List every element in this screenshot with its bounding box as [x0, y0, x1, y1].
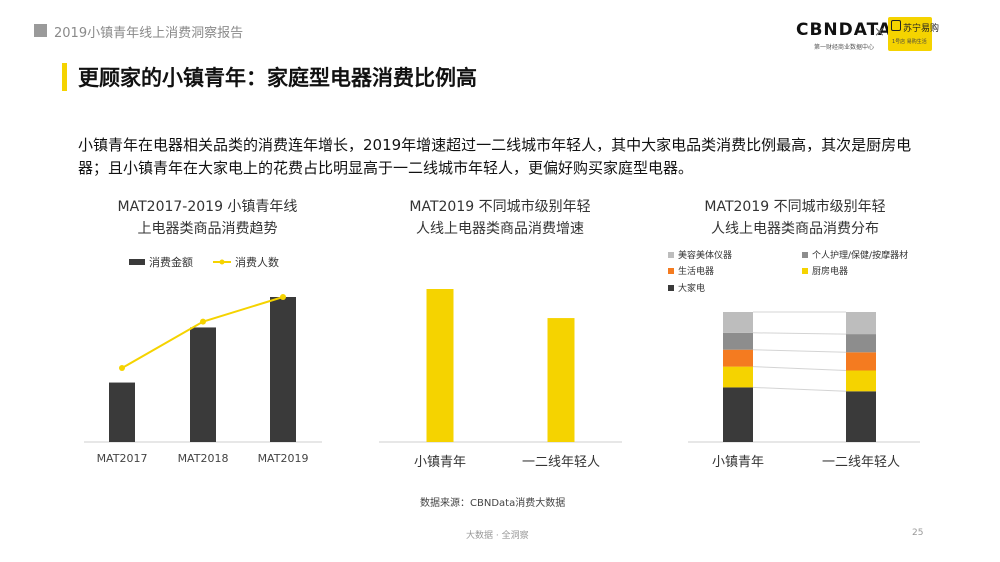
chart3-x-label-1: 小镇青年: [712, 455, 764, 470]
brand-logo: CBNDATA 第一财经商业数据中心: [796, 20, 892, 51]
chart1-x-label-1: MAT2017: [97, 452, 148, 465]
chart2-title-line2: 人线上电器类商品消费增速: [416, 221, 584, 237]
chart3-bar2-seg-1: [846, 391, 876, 442]
chart3-legend-swatch-5: [668, 285, 674, 291]
chart3-connector-3: [752, 349, 847, 353]
chart1-legend-line-dot: [219, 259, 225, 265]
chart2-bar-1: [426, 289, 454, 442]
chart1-legend-bar-swatch: [129, 259, 145, 265]
chart1-point-1: [119, 365, 125, 372]
chart3-legend-swatch-1: [668, 252, 674, 258]
chart3-title: MAT2019 不同城市级别年轻 人线上电器类商品消费分布: [670, 196, 920, 240]
chart3-title-line1: MAT2019 不同城市级别年轻: [704, 199, 886, 215]
partner-logo: 苏宁易购 1号店 易购生活: [888, 17, 939, 51]
chart3-connector-4: [752, 332, 847, 335]
chart3-x-label-2: 一二线年轻人: [822, 455, 900, 470]
chart3-bar1-seg-5: [723, 312, 753, 333]
chart3-legend-label-4: 厨房电器: [812, 265, 848, 277]
chart1-title-line1: MAT2017-2019 小镇青年线: [117, 199, 298, 215]
chart2-bar-2: [547, 318, 575, 442]
data-source: 数据来源：CBNData消费大数据: [420, 498, 566, 509]
chart1-bar-3: [270, 297, 296, 442]
page-number: 25: [912, 528, 924, 538]
chart1-title-line2: 上电器类商品消费趋势: [137, 221, 278, 237]
chart1-legend-bar-label: 消费金额: [149, 255, 193, 269]
brand-subtitle: 第一财经商业数据中心: [814, 44, 875, 51]
page-title: 更顾家的小镇青年：家庭型电器消费比例高: [78, 66, 477, 90]
chart1-x-label-2: MAT2018: [178, 452, 229, 465]
chart3-bar1-seg-3: [723, 349, 753, 367]
chart1-title: MAT2017-2019 小镇青年线 上电器类商品消费趋势: [80, 196, 335, 240]
chart3-connector-1: [752, 386, 847, 392]
chart1-bar-2: [190, 327, 216, 442]
partner-tagline: 1号店 易购生活: [892, 39, 927, 45]
chart3-bar2-seg-4: [846, 334, 876, 353]
chart1-x-label-3: MAT2019: [258, 452, 309, 465]
chart1-point-3: [280, 294, 286, 300]
header-square-icon: [34, 24, 47, 37]
chart1-legend-line-label: 消费人数: [235, 255, 279, 269]
chart3-bar1-seg-4: [723, 332, 753, 350]
chart1-point-2: [200, 318, 206, 325]
chart3-connector-2: [752, 366, 847, 371]
chart3-legend-swatch-2: [802, 252, 808, 258]
partner-name: 苏宁易购: [903, 24, 940, 34]
chart3-legend-label-5: 大家电: [678, 282, 705, 294]
chart2-x-label-1: 小镇青年: [414, 455, 466, 470]
chart1: MAT2017 MAT2018 MAT2019 消费金额 消费人数: [84, 255, 322, 465]
title-accent-bar: [62, 63, 67, 91]
shopping-bag-icon: [891, 20, 901, 31]
chart3-legend-swatch-4: [802, 268, 808, 274]
chart2-title: MAT2019 不同城市级别年轻 人线上电器类商品消费增速: [375, 196, 625, 240]
footer-text: 大数据 · 全洞察: [466, 531, 529, 541]
brand-name: CBNDATA: [796, 20, 893, 40]
summary-text: 小镇青年在电器相关品类的消费连年增长，2019年增速超过一二线城市年轻人，其中大…: [78, 136, 912, 177]
chart2-x-label-2: 一二线年轻人: [522, 455, 600, 470]
chart2-title-line1: MAT2019 不同城市级别年轻: [409, 199, 591, 215]
chart3-legend-swatch-3: [668, 268, 674, 274]
chart3-title-line2: 人线上电器类商品消费分布: [711, 221, 879, 237]
chart3-bar2-seg-5: [846, 312, 876, 335]
chart2: 小镇青年 一二线年轻人: [379, 289, 622, 470]
chart3-bar1-seg-2: [723, 366, 753, 388]
chart3-legend-label-2: 个人护理/保健/按摩器材: [812, 249, 908, 261]
chart1-bar-1: [109, 382, 135, 442]
chart3-bar2-seg-3: [846, 352, 876, 371]
chart3-bar2-seg-2: [846, 370, 876, 392]
chart3-legend-label-3: 生活电器: [678, 265, 714, 277]
chart3-legend-label-1: 美容美体仪器: [678, 249, 732, 261]
report-title: 2019小镇青年线上消费洞察报告: [54, 26, 244, 41]
brand-separator: ×: [874, 25, 885, 40]
chart3-bar1-seg-1: [723, 387, 753, 442]
